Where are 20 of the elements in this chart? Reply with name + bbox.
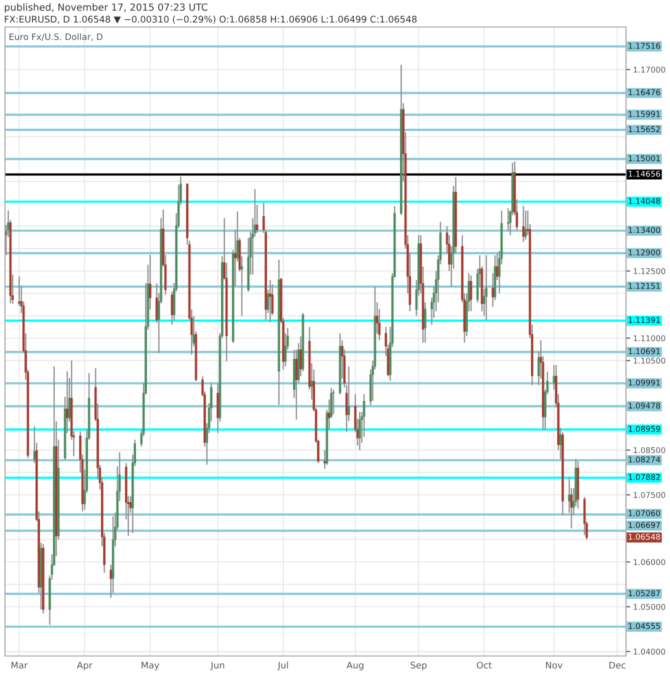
- x-tick-label: Aug: [346, 662, 364, 670]
- candlestick: [522, 205, 525, 243]
- text: Euro Fx/U.S. Dollar, D: [10, 33, 102, 41]
- x-tick-label: Mar: [12, 662, 28, 669]
- x-tick-label: Apr: [76, 662, 92, 670]
- candlestick: [332, 389, 335, 415]
- candlestick: [485, 254, 488, 321]
- x-tick-label: Dec: [609, 662, 626, 669]
- x-tick-label: Jul: [277, 662, 288, 670]
- candlestick: [506, 208, 510, 232]
- x-tick-label: Sep: [410, 662, 427, 670]
- chart-subtitle: FX:EURUSD, D 1.06548 ▼ −0.00310 (−0.29%) O:1.06858 H:1.06906 L:1.06499 C:1.06548: [4, 16, 417, 24]
- x-tick-label: Nov: [546, 662, 563, 669]
- candlestick: [269, 279, 272, 324]
- x-tick-label: Jun: [210, 662, 224, 670]
- candlestick: [524, 210, 527, 240]
- candlestick: [358, 411, 361, 451]
- x-tick-label: Oct: [476, 662, 492, 669]
- text: published, November 17, 2015 07:23 UTC: [4, 3, 208, 13]
- x-tick-label: May: [142, 662, 160, 670]
